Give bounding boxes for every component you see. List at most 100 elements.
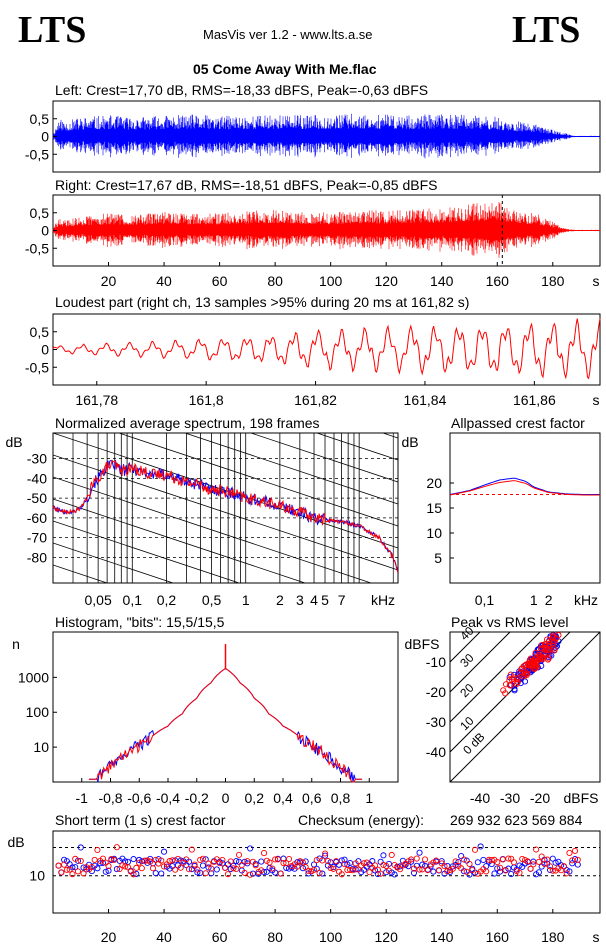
shortterm-point-right <box>330 865 337 872</box>
spectrum-slope-line <box>53 433 398 549</box>
shortterm-point-right <box>105 862 112 870</box>
shortterm-point-right <box>505 855 512 862</box>
shortterm-point-right <box>133 864 140 871</box>
shortterm-point-left <box>319 870 326 877</box>
loudest-xaxis-unit: s <box>593 392 600 408</box>
shortterm-point-right <box>58 869 65 876</box>
allpass-frame <box>449 432 601 584</box>
shortterm-point-right <box>55 862 62 869</box>
histogram-xtick-label: 0,6 <box>302 790 322 806</box>
shortterm-point-right <box>372 862 379 869</box>
shortterm-point-right <box>571 847 579 854</box>
loudest-caption: Loudest part (right ch, 13 samples >95% … <box>55 294 470 310</box>
histogram-xtick-label: -0,4 <box>156 790 180 806</box>
shortterm-xtick-label: 160 <box>486 929 510 945</box>
spectrum-slope-lines <box>53 433 398 583</box>
peakrms-xtick-label: -20 <box>530 790 550 806</box>
peakrms-point-right <box>550 632 557 639</box>
shortterm-point-right <box>122 863 129 870</box>
shortterm-point-right <box>310 866 318 873</box>
shortterm-point-right <box>558 867 565 874</box>
histogram-ytick-label: 10 <box>33 739 49 755</box>
shortterm-point-right <box>524 858 531 865</box>
right-xtick-label: 100 <box>319 273 343 289</box>
peakrms-crest-label: 30 <box>457 651 477 671</box>
shortterm-point-right <box>383 862 390 870</box>
spectrum-slope-line <box>53 498 307 583</box>
peakrms-point-right <box>502 690 509 697</box>
shortterm-point-right <box>510 859 517 866</box>
histogram-xtick-label: 0 <box>222 790 230 806</box>
shortterm-point-right <box>366 869 373 876</box>
shortterm-point-right <box>283 860 290 867</box>
file-name: 05 Come Away With Me.flac <box>193 61 377 77</box>
allpass-caption: Allpassed crest factor <box>451 415 585 431</box>
allpass-xtick-label: 0,1 <box>475 592 495 608</box>
spectrum-xtick-label: 1 <box>242 592 250 608</box>
shortterm-point-left <box>408 858 415 865</box>
shortterm-xtick-label: 80 <box>267 929 283 945</box>
left-ytick-label: 0,5 <box>30 111 50 127</box>
spectrum-xtick-label: 4 <box>310 592 318 608</box>
spectrum-grid <box>73 433 393 583</box>
peakrms-frame <box>449 631 601 783</box>
peakrms-crest-label: 0 dB <box>460 730 487 757</box>
shortterm-point-right <box>266 859 273 866</box>
shortterm-point-right <box>113 844 120 851</box>
histogram-xtick-label: -1 <box>76 790 89 806</box>
shortterm-point-right <box>227 858 234 865</box>
shortterm-point-left <box>72 864 79 871</box>
shortterm-point-left <box>480 856 487 863</box>
shortterm-point-left <box>369 858 376 865</box>
histogram-xtick-label: 0,8 <box>331 790 351 806</box>
shortterm-point-left <box>330 864 337 871</box>
shortterm-point-right <box>63 866 70 873</box>
shortterm-point-right <box>408 856 415 863</box>
shortterm-point-right <box>197 856 204 864</box>
spectrum-ytick-label: -70 <box>27 530 47 546</box>
shortterm-point-right <box>208 865 215 872</box>
shortterm-point-right <box>327 864 334 872</box>
shortterm-point-left <box>416 849 423 856</box>
shortterm-point-right <box>385 867 393 874</box>
histogram-xtick-label: -0,2 <box>185 790 209 806</box>
shortterm-point-right <box>69 871 76 878</box>
shortterm-point-left <box>374 871 381 878</box>
spectrum-curve-left <box>53 459 398 573</box>
right-xtick-label: 120 <box>375 273 399 289</box>
right-ytick-label: 0,5 <box>30 205 50 221</box>
shortterm-point-left <box>341 856 348 863</box>
shortterm-point-right <box>424 867 431 874</box>
peakrms-point-right <box>506 677 513 684</box>
peakrms-ytick-label: -40 <box>426 744 446 760</box>
shortterm-point-right <box>108 856 115 863</box>
shortterm-xtick-label: 120 <box>375 929 399 945</box>
allpass-xtick-label: 2 <box>545 592 553 608</box>
shortterm-point-right <box>463 868 470 875</box>
peakrms-caption: Peak vs RMS level <box>451 614 569 630</box>
shortterm-point-right <box>422 856 429 863</box>
loudest-xtick-label: 161,84 <box>404 392 447 408</box>
left-caption: Left: Crest=17,70 dB, RMS=-18,33 dBFS, P… <box>55 82 429 98</box>
spectrum-xtick-label: 3 <box>296 592 304 608</box>
shortterm-point-right <box>388 851 395 859</box>
spectrum-xaxis-unit: kHz <box>371 592 395 608</box>
shortterm-xtick-label: 40 <box>156 929 172 945</box>
right-xtick-label: 180 <box>541 273 565 289</box>
histogram-xtick-label: -0,6 <box>127 790 151 806</box>
shortterm-point-right <box>183 856 190 863</box>
peakrms-point-right <box>539 645 546 652</box>
right-xtick-label: 60 <box>212 273 228 289</box>
spectrum-xtick-label: 7 <box>338 592 346 608</box>
shortterm-point-right <box>194 866 201 873</box>
right-xaxis-unit: s <box>593 273 600 289</box>
shortterm-point-left <box>391 871 398 878</box>
left-ytick-label: -0,5 <box>25 146 49 162</box>
shortterm-point-right <box>219 856 226 864</box>
shortterm-point-right <box>202 870 209 877</box>
shortterm-point-left <box>552 859 559 866</box>
shortterm-point-right <box>294 863 301 870</box>
histogram-caption: Histogram, "bits": 15,5/15,5 <box>55 614 225 630</box>
peakrms-point-right <box>541 645 548 652</box>
spectrum-slope-line <box>315 433 398 461</box>
